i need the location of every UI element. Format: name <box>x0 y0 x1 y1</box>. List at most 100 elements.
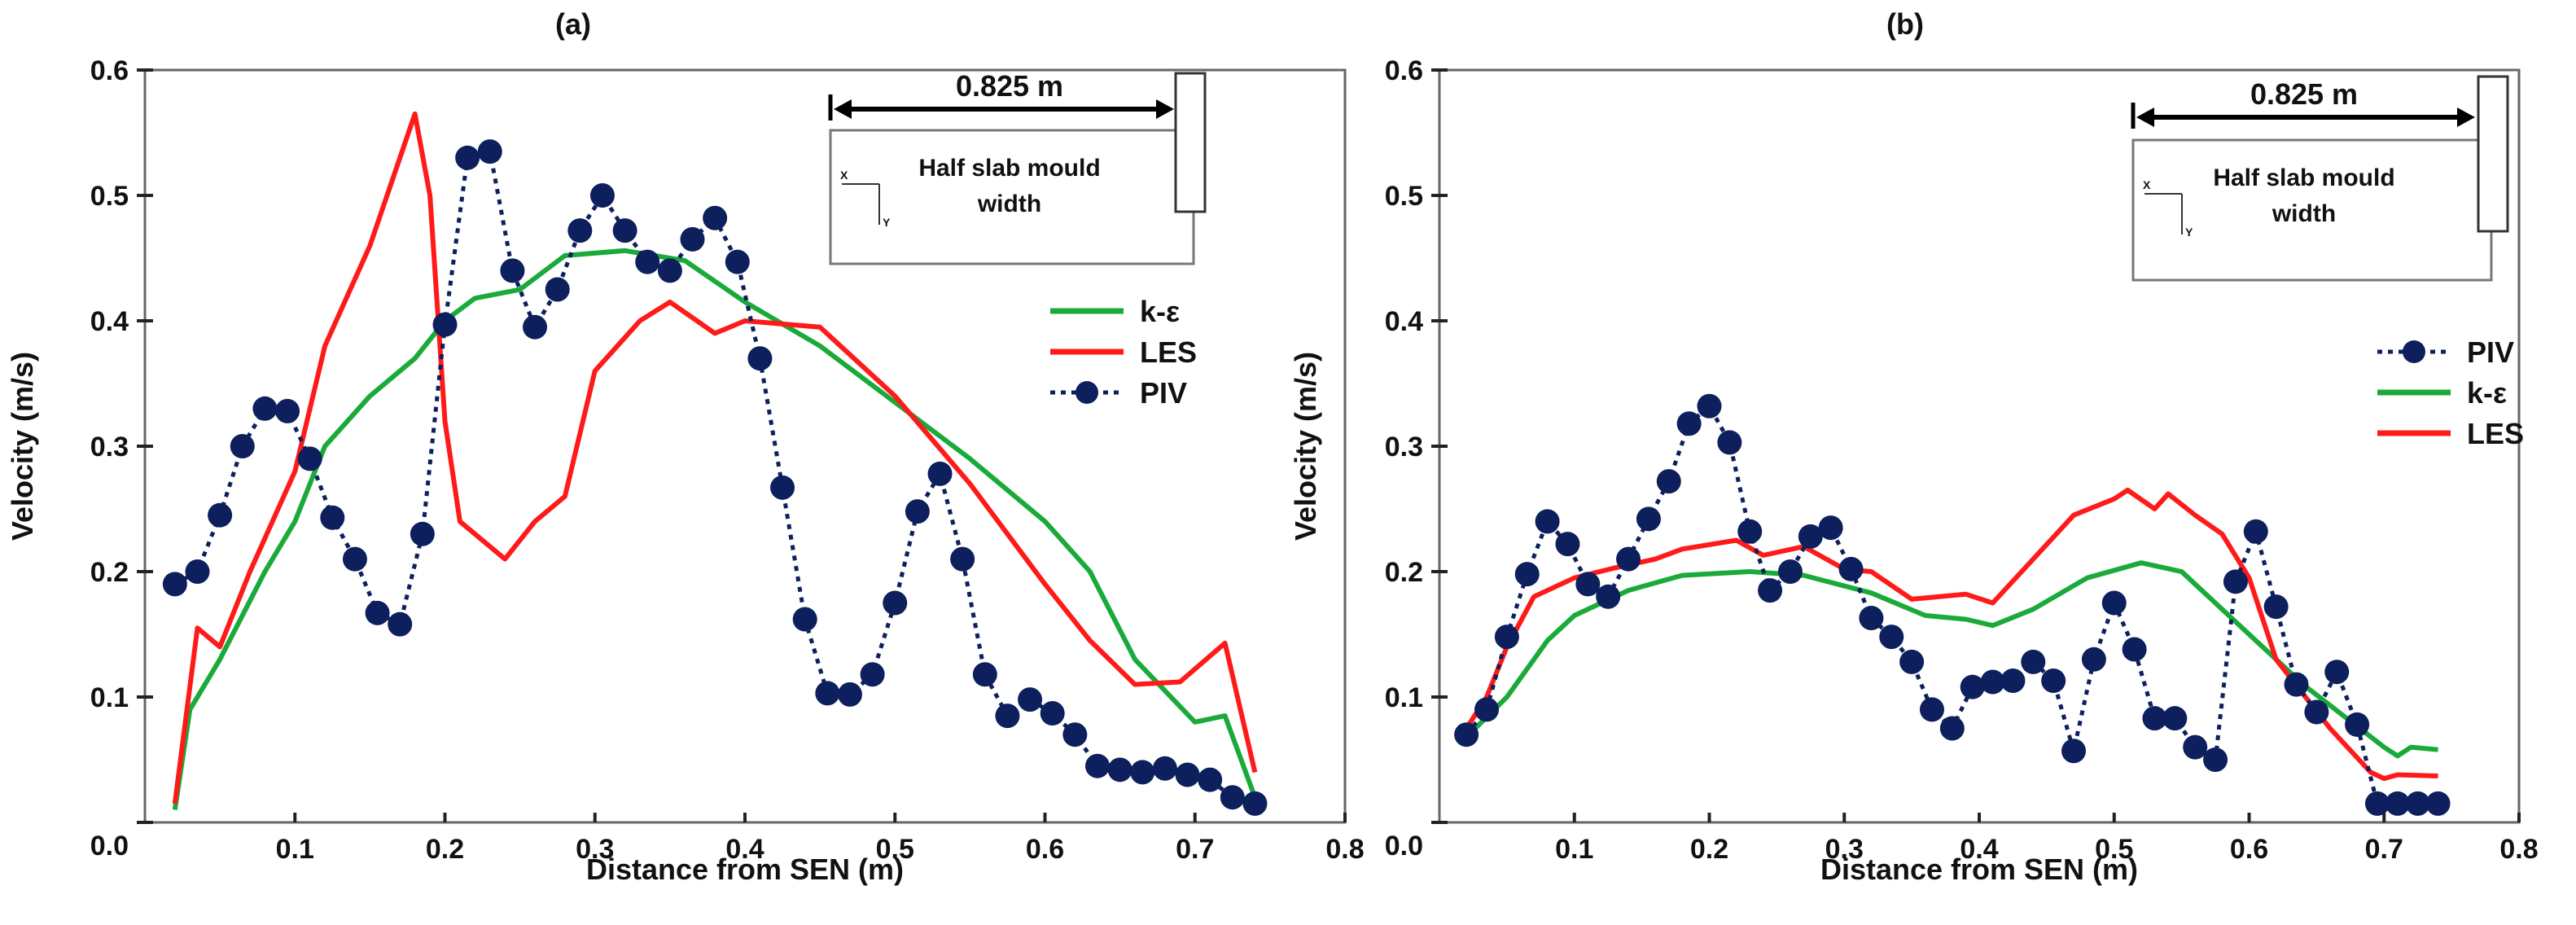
piv-point <box>2162 706 2188 731</box>
piv-point <box>883 590 908 616</box>
piv-point <box>1454 722 1479 747</box>
piv-point <box>1474 697 1500 722</box>
piv-point <box>2243 519 2268 544</box>
series-piv <box>162 139 1268 816</box>
piv-point <box>1656 469 1681 494</box>
piv-point <box>252 396 278 421</box>
piv-point <box>208 502 233 528</box>
piv-point <box>2122 637 2147 662</box>
x-tick-label: 0.3 <box>576 834 614 865</box>
y-tick-label: 0.1 <box>1385 682 1423 713</box>
dimension-label: 0.825 m <box>956 69 1063 103</box>
piv-point <box>972 662 997 687</box>
k-epsilon-line <box>172 248 1258 811</box>
piv-point <box>1798 524 1823 549</box>
piv-point <box>477 139 502 164</box>
y-tick-label: 0.5 <box>90 181 129 212</box>
y-tick-label: 0.1 <box>90 682 129 713</box>
piv-point <box>2081 647 2106 672</box>
piv-point <box>703 205 728 230</box>
x-tick-label: 0.8 <box>1325 834 1364 865</box>
piv-point <box>2284 672 2309 697</box>
piv-point <box>1758 578 1783 603</box>
piv-point <box>770 475 795 500</box>
x-tick-label: 0.1 <box>1555 834 1593 865</box>
piv-point <box>995 704 1020 729</box>
piv-point <box>2324 660 2350 685</box>
piv-point <box>1084 753 1110 778</box>
axis-y-label: Y <box>883 216 891 229</box>
piv-point <box>635 249 660 274</box>
x-tick-label: 0.8 <box>2499 834 2538 865</box>
les-line <box>172 111 1258 804</box>
piv-point <box>1130 760 1155 785</box>
piv-point <box>747 346 773 371</box>
axis-x-label: X <box>2143 178 2151 191</box>
legend: k-ε LES PIV <box>1050 295 1197 410</box>
piv-point <box>365 600 390 625</box>
piv-point <box>589 183 615 208</box>
piv-point <box>1220 785 1245 810</box>
piv-point <box>657 258 682 283</box>
piv-point <box>612 218 637 243</box>
y-tick-label: 0.4 <box>90 306 129 337</box>
x-tick-label: 0.4 <box>1960 834 1998 865</box>
x-tick-label: 0.7 <box>1176 834 1214 865</box>
chart-panel-a: (a) 0.1 0.2 0.3 0.4 0.5 0.6 0.7 0.8 0.0 0.1 0.2 0.3 0… <box>6 7 1365 886</box>
piv-point <box>1899 649 1925 674</box>
piv-point <box>545 277 570 302</box>
y-axis-label: Velocity (m/s) <box>1289 352 1322 541</box>
narrow-face-box <box>1174 72 1207 213</box>
y-tick-label: 0.2 <box>90 557 129 588</box>
y-tick-label: 0.2 <box>1385 557 1423 588</box>
narrow-face-box <box>2477 75 2509 233</box>
piv-point <box>342 546 367 572</box>
x-axis-label: Distance from SEN (m) <box>1820 853 2138 886</box>
axis-x-label: X <box>840 169 848 182</box>
x-tick-label: 0.4 <box>725 834 764 865</box>
x-tick-label: 0.3 <box>1825 834 1864 865</box>
legend-label: LES <box>2467 417 2524 450</box>
piv-point <box>455 145 480 170</box>
mould-inset: 0.825 m Half slab mould width X Y <box>828 69 1207 265</box>
y-tick-label: 0.5 <box>1385 181 1423 212</box>
piv-point <box>2345 712 2370 737</box>
piv-point <box>1676 411 1702 436</box>
piv-point <box>1242 791 1268 816</box>
legend-label: k-ε <box>2467 376 2507 410</box>
piv-point <box>2021 649 2046 674</box>
piv-point <box>2061 739 2087 764</box>
piv-point <box>2101 590 2127 616</box>
piv-point <box>1596 584 1621 609</box>
piv-point <box>1980 669 2005 695</box>
piv-point <box>1494 625 1519 650</box>
piv-point <box>837 682 862 707</box>
series-les <box>172 111 1258 804</box>
piv-point <box>1818 515 1843 541</box>
piv-point <box>1879 625 1904 650</box>
piv-point <box>792 607 817 632</box>
y-tick-label: 0.0 <box>90 831 129 861</box>
piv-point <box>2364 791 2390 816</box>
piv-point <box>1514 562 1540 587</box>
piv-point <box>1616 546 1641 572</box>
piv-point <box>410 521 435 546</box>
arrow-right-icon <box>1156 99 1174 119</box>
x-tick-label: 0.2 <box>426 834 464 865</box>
piv-point <box>1939 716 1965 741</box>
piv-point <box>230 434 255 458</box>
piv-point <box>2142 706 2167 731</box>
piv-point <box>185 559 210 584</box>
piv-point <box>1198 767 1223 792</box>
y-tick-label: 0.6 <box>1385 55 1423 86</box>
inset-label-line1: Half slab mould <box>2213 164 2394 191</box>
piv-point <box>320 505 345 530</box>
x-tick-label: 0.6 <box>1026 834 1064 865</box>
inset-label-line1: Half slab mould <box>918 155 1100 182</box>
piv-point <box>2304 699 2329 725</box>
legend-marker-piv <box>2403 340 2425 363</box>
arrow-left-icon <box>834 99 852 119</box>
piv-point <box>2405 791 2430 816</box>
piv-point <box>523 314 548 340</box>
x-tick-label: 0.6 <box>2230 834 2268 865</box>
